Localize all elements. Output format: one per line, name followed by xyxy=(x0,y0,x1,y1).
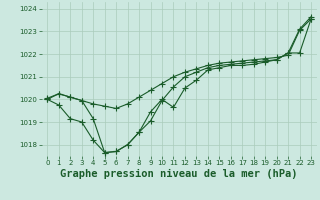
X-axis label: Graphe pression niveau de la mer (hPa): Graphe pression niveau de la mer (hPa) xyxy=(60,169,298,179)
